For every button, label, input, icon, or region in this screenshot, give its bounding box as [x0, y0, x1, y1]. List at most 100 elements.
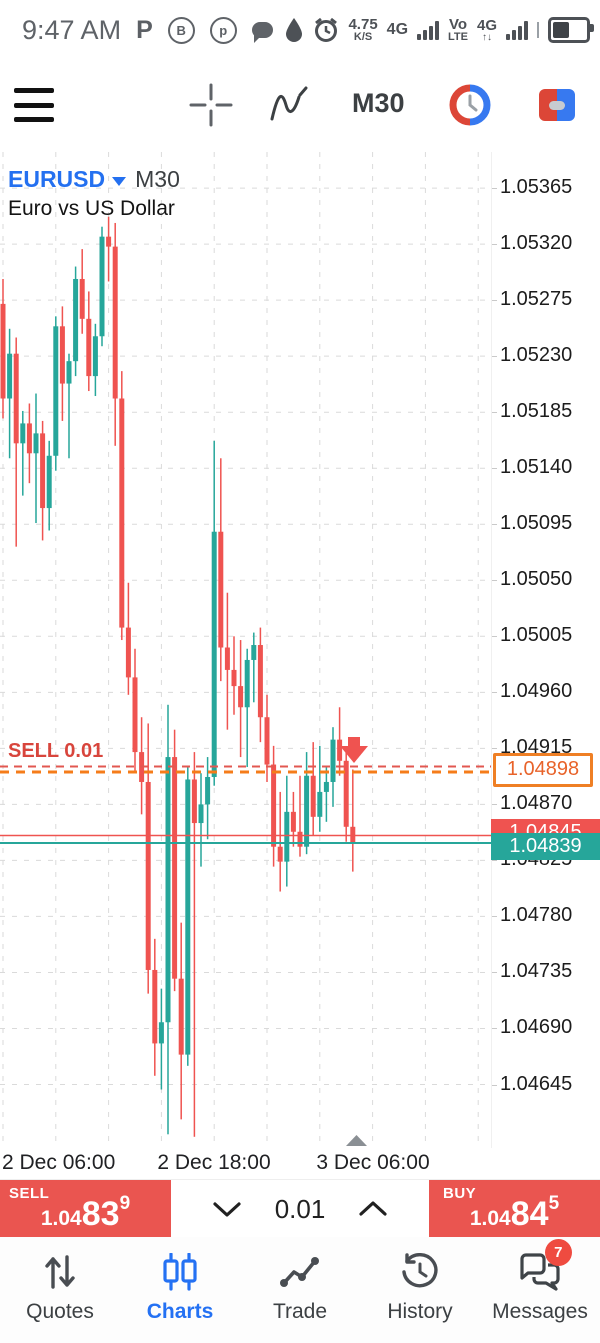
menu-icon[interactable]	[14, 88, 54, 122]
candle-body	[284, 811, 290, 862]
grid	[0, 152, 491, 1148]
volte-indicator: Vo LTE	[448, 16, 468, 43]
buy-price: 1.04845	[469, 1193, 560, 1233]
candle-body	[73, 278, 79, 362]
candle-body	[119, 398, 125, 628]
nav-item-history[interactable]: History	[360, 1237, 480, 1343]
nav-item-trade[interactable]: Trade	[240, 1237, 360, 1343]
b-circle-icon: B	[167, 16, 195, 44]
candle-body	[172, 757, 178, 979]
price-axis-label: 1.04870	[500, 792, 573, 815]
candle-body	[46, 455, 52, 509]
messages-badge: 7	[544, 1239, 572, 1266]
price-axis-label: 1.05005	[500, 624, 573, 647]
volume-value[interactable]: 0.01	[274, 1193, 326, 1224]
one-click-trade-panel: SELL 1.04839 0.01 BUY 1.04845	[0, 1179, 600, 1239]
price-axis-label: 1.04735	[500, 960, 573, 983]
volume-decrease-button[interactable]	[211, 1200, 243, 1218]
candle-body	[271, 764, 277, 847]
candle-body	[20, 423, 26, 444]
candle-body	[330, 739, 336, 782]
nav-item-messages[interactable]: Messages 7	[480, 1237, 600, 1343]
candle-body	[205, 776, 211, 805]
status-divider	[537, 22, 539, 38]
price-axis-label: 1.05230	[500, 344, 573, 367]
candle-wick	[68, 353, 70, 459]
candle-body	[224, 647, 230, 670]
candle-body	[337, 739, 343, 761]
volume-increase-button[interactable]	[357, 1200, 389, 1218]
candle-body	[66, 361, 72, 384]
trade-trend-icon	[280, 1257, 319, 1287]
candle-body	[238, 686, 244, 708]
candlestick-plot[interactable]	[0, 152, 491, 1148]
price-axis-label: 1.04960	[500, 680, 573, 703]
candle-wick	[253, 632, 255, 703]
time-label-2: 2 Dec 18:00	[157, 1151, 271, 1174]
timeframe-button[interactable]: M30	[352, 88, 405, 118]
buy-button[interactable]: BUY 1.04845	[429, 1180, 600, 1238]
network-type-1: 4G	[386, 21, 409, 38]
sell-button-label: SELL	[9, 1185, 50, 1202]
candle-body	[152, 969, 158, 1044]
messages-bubbles-icon	[520, 1253, 560, 1291]
nav-item-quotes[interactable]: Quotes	[0, 1237, 120, 1343]
position-label: SELL 0.01	[8, 739, 104, 762]
network-type-2: 4G ↑↓	[476, 16, 497, 43]
chart-timeframe-label: M30	[135, 166, 180, 192]
trade-panel-toggle-icon[interactable]	[534, 82, 580, 128]
history-clock-icon	[402, 1253, 438, 1288]
candle-body	[112, 246, 118, 399]
quotes-arrows-icon	[45, 1255, 75, 1289]
signal-bars-icon-1	[417, 20, 440, 40]
order-price-badge: 1.04898	[493, 752, 593, 787]
symbol-dropdown-icon[interactable]	[112, 176, 127, 186]
candle-wick	[107, 216, 110, 282]
candle-body	[53, 326, 59, 456]
indicators-icon[interactable]	[264, 82, 310, 128]
price-axis-label: 1.05140	[500, 456, 573, 479]
sell-button[interactable]: SELL 1.04839	[0, 1180, 171, 1238]
chart-title[interactable]: EURUSD M30 Euro vs US Dollar	[8, 166, 180, 221]
candle-wick	[352, 769, 354, 872]
price-axis-label: 1.04645	[500, 1072, 573, 1095]
candle-wick	[319, 745, 321, 832]
price-chart[interactable]: 1.05365 1.05320 1.05275 1.05230 1.05185 1.051…	[0, 152, 600, 1148]
crosshair-icon[interactable]	[188, 82, 234, 128]
price-axis-label: 1.04780	[500, 904, 573, 927]
candle-body	[33, 433, 39, 454]
price-axis-label: 1.04690	[500, 1016, 573, 1039]
candle-wick	[193, 752, 196, 1137]
candle-body	[251, 645, 257, 660]
candle-body	[106, 236, 112, 247]
candle-body	[231, 669, 237, 687]
price-axis-label: 1.05050	[500, 568, 573, 591]
battery-icon	[548, 17, 594, 43]
candle-body	[310, 775, 316, 817]
candle-body	[178, 978, 184, 1055]
candle-body	[26, 423, 32, 454]
candle-body	[145, 781, 151, 970]
candle-body	[165, 757, 171, 1023]
candle-wick	[35, 393, 37, 524]
nav-item-charts[interactable]: Charts	[120, 1237, 240, 1343]
chat-bubble-icon	[251, 22, 273, 43]
candle-body	[99, 236, 105, 337]
price-axis-label: 1.05185	[500, 400, 573, 423]
trading-sessions-icon[interactable]	[447, 82, 493, 128]
candle-body	[158, 1022, 164, 1044]
volume-stepper: 0.01	[171, 1180, 429, 1238]
candle-body	[264, 717, 270, 765]
time-axis: 2 Dec 06:00 2 Dec 18:00 3 Dec 06:00	[0, 1148, 600, 1179]
candle-body	[92, 336, 98, 377]
time-label-1: 2 Dec 06:00	[2, 1151, 116, 1174]
chart-toolbar: M30	[0, 60, 600, 152]
candle-body	[198, 804, 204, 824]
candle-wick	[246, 648, 248, 768]
symbol-name[interactable]: EURUSD	[8, 166, 106, 192]
price-axis-label: 1.05095	[500, 512, 573, 535]
candle-body	[132, 677, 138, 753]
candle-body	[244, 659, 250, 708]
bottom-navigation: Quotes Charts Trade	[0, 1237, 600, 1343]
